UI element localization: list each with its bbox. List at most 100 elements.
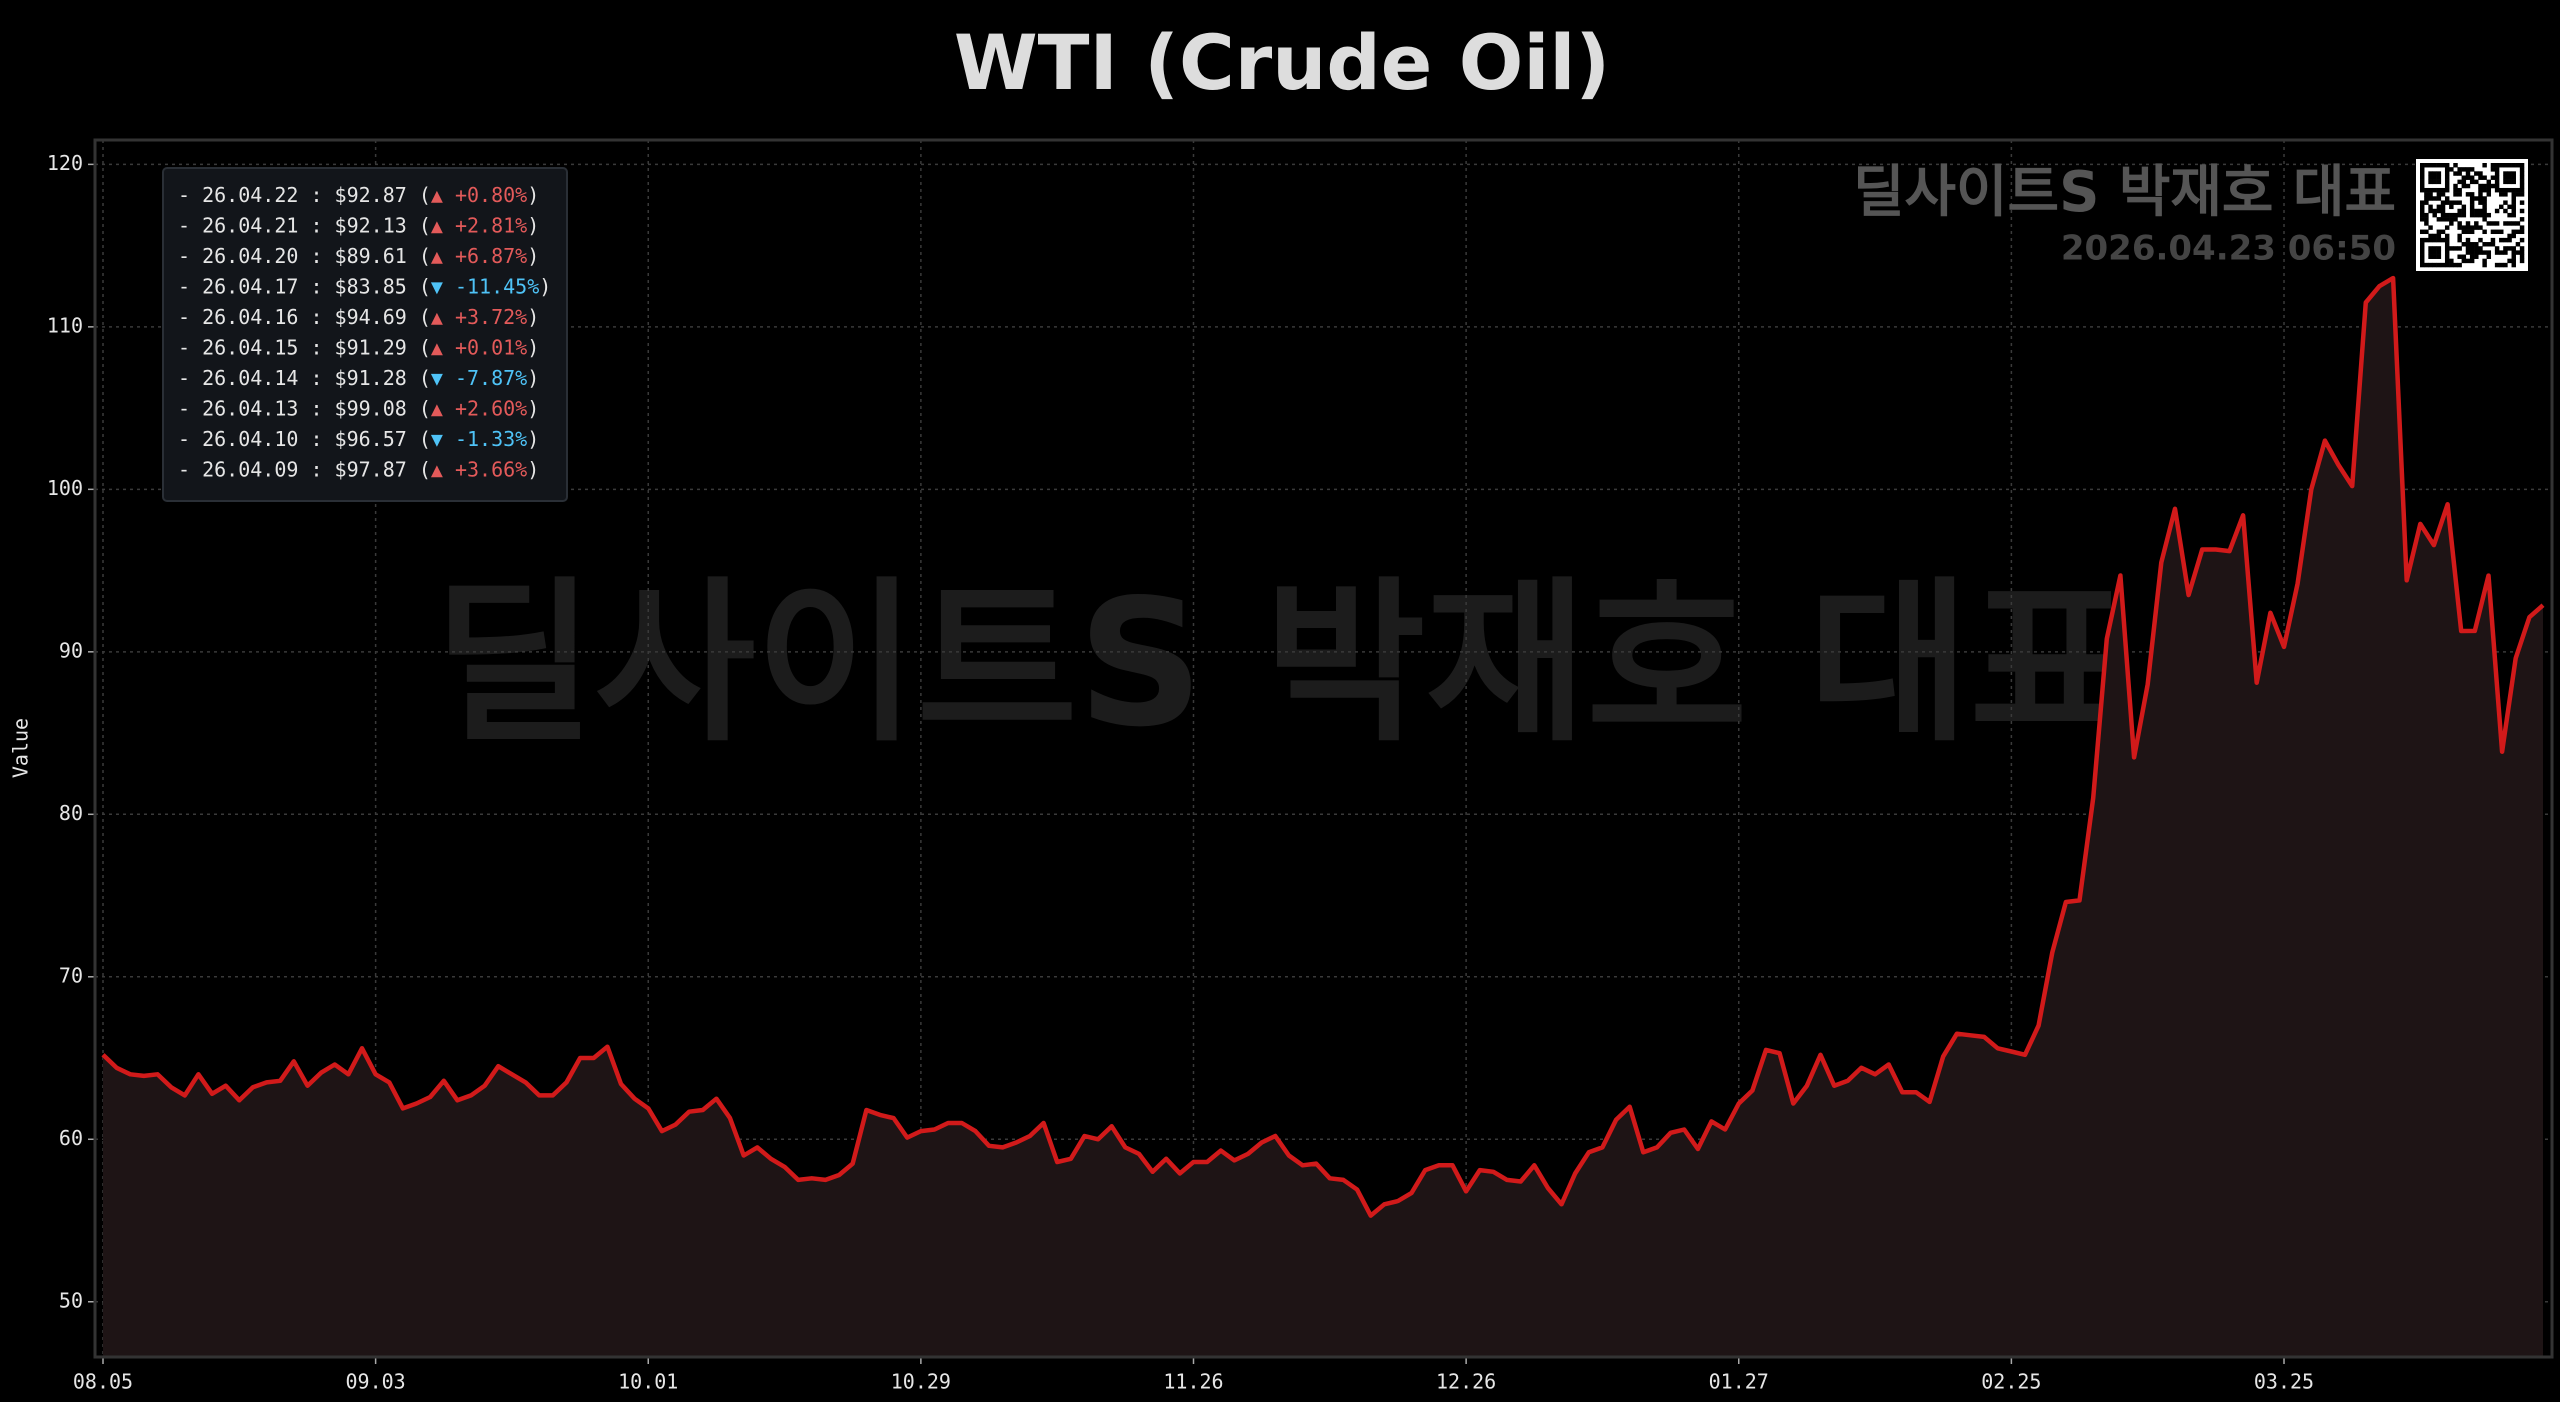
info-change: ▼ -11.45% xyxy=(431,274,539,298)
plot xyxy=(101,275,2545,1358)
qr-cell xyxy=(2457,179,2462,185)
info-line: - 26.04.17 : $83.85 (▼ -11.45%) xyxy=(178,274,551,298)
x-tick-label: 01.27 xyxy=(1709,1370,1769,1394)
qr-cell xyxy=(2444,167,2450,172)
qr-cell xyxy=(2469,229,2475,235)
info-prefix: - 26.04.09 : $97.87 ( xyxy=(178,457,431,481)
qr-cell xyxy=(2465,258,2471,264)
qr-cell xyxy=(2420,204,2425,210)
info-suffix: ) xyxy=(527,305,539,329)
qr-cell xyxy=(2444,217,2450,222)
info-change: ▼ -7.87% xyxy=(431,366,527,390)
qr-cell xyxy=(2424,217,2429,222)
info-suffix: ) xyxy=(527,396,539,420)
watermark: 딜사이트S 박재호 대표 xyxy=(434,563,2131,766)
qr-cell xyxy=(2511,254,2516,259)
qr-cell xyxy=(2453,246,2458,251)
qr-cell xyxy=(2478,250,2483,255)
qr-cell xyxy=(2507,233,2512,239)
qr-cell xyxy=(2457,200,2462,205)
qr-cell xyxy=(2444,242,2450,247)
qr-cell xyxy=(2478,196,2483,201)
info-change: ▲ +3.72% xyxy=(431,305,527,329)
qr-cell xyxy=(2519,187,2525,193)
qr-cell xyxy=(2449,221,2454,226)
qr-cell xyxy=(2482,204,2487,210)
qr-cell xyxy=(2440,200,2446,205)
qr-cell xyxy=(2457,187,2462,193)
qr-cell xyxy=(2511,208,2516,214)
qr-cell xyxy=(2440,163,2446,168)
qr-cell xyxy=(2478,171,2483,176)
qr-cell xyxy=(2494,250,2500,255)
qr-cell xyxy=(2494,163,2500,168)
qr-cell xyxy=(2499,192,2504,197)
info-prefix: - 26.04.21 : $92.13 ( xyxy=(178,213,431,237)
watermark-name: 딜사이트S 박재호 대표 xyxy=(1853,160,2396,225)
qr-cell xyxy=(2503,246,2508,251)
qr-cell xyxy=(2465,171,2471,176)
qr-cell xyxy=(2449,217,2454,222)
qr-cell xyxy=(2465,175,2471,180)
qr-cell xyxy=(2428,175,2433,180)
qr-cell xyxy=(2474,250,2479,255)
qr-cell xyxy=(2494,179,2500,185)
qr-cell xyxy=(2469,208,2475,214)
qr-cell xyxy=(2428,233,2433,239)
qr-cell xyxy=(2444,225,2450,230)
qr-cell xyxy=(2465,183,2471,189)
qr-cell xyxy=(2424,196,2429,201)
qr-cell xyxy=(2494,229,2500,235)
qr-cell xyxy=(2511,196,2516,201)
y-tick-label: 50 xyxy=(59,1288,83,1312)
qr-cell xyxy=(2478,183,2483,189)
qr-cell xyxy=(2474,171,2479,176)
qr-cell xyxy=(2432,163,2437,168)
qr-cell xyxy=(2478,187,2483,193)
info-suffix: ) xyxy=(527,335,539,359)
qr-cell xyxy=(2503,262,2508,268)
qr-cell xyxy=(2428,196,2433,201)
qr-cell xyxy=(2436,229,2442,235)
qr-cell xyxy=(2420,246,2425,251)
qr-cell xyxy=(2420,258,2425,264)
qr-cell xyxy=(2499,163,2504,168)
qr-cell xyxy=(2420,250,2425,255)
info-change: ▲ +0.01% xyxy=(431,335,527,359)
qr-cell xyxy=(2444,200,2450,205)
qr-cell xyxy=(2424,163,2429,168)
info-change: ▲ +2.60% xyxy=(431,396,527,420)
qr-cell xyxy=(2515,163,2521,168)
qr-cell xyxy=(2424,237,2429,243)
qr-cell xyxy=(2440,262,2446,268)
qr-cell xyxy=(2453,192,2458,197)
qr-cell xyxy=(2482,183,2487,189)
x-tick-label: 03.25 xyxy=(2254,1370,2314,1394)
qr-cell xyxy=(2499,187,2504,193)
qr-cell xyxy=(2461,179,2467,185)
info-prefix: - 26.04.17 : $83.85 ( xyxy=(178,274,431,298)
qr-cell xyxy=(2444,163,2450,168)
qr-cell xyxy=(2420,200,2425,205)
area-fill xyxy=(103,278,2543,1358)
qr-cell xyxy=(2511,175,2516,180)
qr-cell xyxy=(2482,200,2487,205)
qr-cell xyxy=(2453,187,2458,193)
qr-cell xyxy=(2432,250,2437,255)
info-prefix: - 26.04.22 : $92.87 ( xyxy=(178,183,431,207)
qr-cell xyxy=(2428,254,2433,259)
qr-cell xyxy=(2515,221,2521,226)
qr-cell xyxy=(2436,250,2442,255)
qr-cell xyxy=(2515,242,2521,247)
qr-cell xyxy=(2461,258,2467,264)
qr-cell xyxy=(2424,200,2429,205)
qr-cell xyxy=(2469,242,2475,247)
qr-cell xyxy=(2474,212,2479,218)
qr-cell xyxy=(2432,246,2437,251)
qr-cell xyxy=(2461,225,2467,230)
qr-cell xyxy=(2486,250,2492,255)
qr-cell xyxy=(2519,200,2525,205)
qr-cell xyxy=(2440,229,2446,235)
info-prefix: - 26.04.13 : $99.08 ( xyxy=(178,396,431,420)
qr-cell xyxy=(2503,163,2508,168)
